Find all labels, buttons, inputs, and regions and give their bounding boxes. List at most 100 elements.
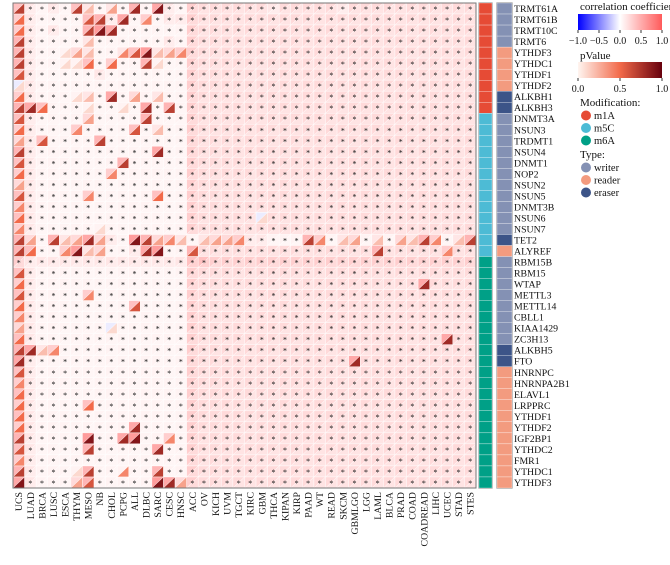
- heatmap-cell: *: [394, 289, 408, 302]
- heatmap-cell: *: [197, 333, 211, 346]
- significance-mark: *: [318, 159, 322, 168]
- significance-mark: *: [75, 314, 79, 323]
- significance-mark: *: [190, 181, 194, 190]
- significance-mark: *: [109, 104, 113, 113]
- significance-mark: *: [306, 71, 310, 80]
- significance-mark: *: [40, 5, 44, 14]
- heatmap-cell: *: [394, 112, 408, 125]
- heatmap-cell: [12, 300, 26, 313]
- heatmap-cell: *: [382, 178, 396, 191]
- significance-mark: *: [329, 270, 333, 279]
- significance-mark: *: [410, 38, 414, 47]
- significance-mark: *: [144, 314, 148, 323]
- significance-mark: *: [283, 303, 287, 312]
- significance-mark: *: [167, 82, 171, 91]
- heatmap-cell: *: [209, 2, 222, 15]
- significance-mark: *: [457, 259, 461, 268]
- significance-mark: *: [190, 225, 194, 234]
- significance-mark: *: [271, 93, 275, 102]
- heatmap-cell: *: [440, 189, 454, 202]
- significance-mark: *: [271, 214, 275, 223]
- heatmap-cell: *: [128, 322, 141, 335]
- heatmap-cell: [12, 112, 26, 125]
- significance-mark: *: [445, 214, 449, 223]
- heatmap-cell: [128, 234, 141, 246]
- heatmap-cell: [12, 222, 26, 235]
- heatmap-cell: [186, 245, 199, 257]
- heatmap-cell: *: [162, 90, 176, 103]
- heatmap-cell: [12, 2, 26, 15]
- heatmap-cell: *: [243, 344, 257, 357]
- significance-mark: *: [179, 5, 183, 14]
- heatmap-cell: *: [24, 355, 37, 368]
- significance-mark: *: [283, 137, 287, 146]
- significance-mark: *: [260, 170, 264, 179]
- heatmap-cell: *: [452, 101, 465, 114]
- significance-mark: *: [352, 214, 356, 223]
- heatmap-cell: *: [452, 46, 465, 59]
- heatmap-cell: *: [243, 46, 257, 59]
- heatmap-cell: *: [290, 123, 303, 136]
- heatmap-cell: *: [47, 322, 60, 335]
- heatmap-cell: *: [336, 156, 350, 169]
- significance-mark: *: [387, 126, 391, 135]
- heatmap-cell: *: [371, 200, 384, 213]
- significance-mark: *: [364, 236, 368, 245]
- heatmap-cell: *: [394, 222, 408, 235]
- heatmap-cell: *: [162, 344, 176, 357]
- heatmap-cell: *: [278, 2, 292, 15]
- heatmap-cell: *: [139, 123, 153, 136]
- heatmap-cell: *: [301, 311, 315, 324]
- significance-mark: *: [179, 181, 183, 190]
- significance-mark: *: [329, 347, 333, 356]
- heatmap-cell: *: [197, 289, 211, 302]
- heatmap-cell: *: [301, 13, 315, 26]
- heatmap-cell: *: [371, 322, 384, 335]
- significance-mark: *: [329, 82, 333, 91]
- significance-mark: *: [121, 38, 125, 47]
- heatmap-cell: [12, 167, 26, 180]
- heatmap-cell: *: [232, 245, 246, 257]
- significance-mark: *: [306, 148, 310, 157]
- significance-mark: *: [75, 16, 79, 25]
- heatmap-cell: *: [429, 300, 442, 313]
- significance-mark: *: [387, 270, 391, 279]
- significance-mark: *: [133, 203, 137, 212]
- heatmap-cell: *: [382, 68, 396, 81]
- heatmap-cell: *: [325, 222, 338, 235]
- heatmap-cell: *: [93, 123, 107, 136]
- heatmap-cell: *: [313, 278, 327, 291]
- significance-mark: *: [457, 60, 461, 69]
- significance-mark: *: [52, 82, 56, 91]
- significance-mark: *: [457, 325, 461, 334]
- heatmap-cell: [174, 234, 188, 246]
- significance-mark: *: [445, 270, 449, 279]
- significance-mark: *: [98, 336, 102, 345]
- significance-mark: *: [28, 170, 32, 179]
- heatmap-cell: *: [440, 123, 454, 136]
- heatmap-cell: *: [151, 200, 164, 213]
- significance-mark: *: [248, 159, 252, 168]
- heatmap-cell: *: [128, 156, 141, 169]
- heatmap-cell: *: [47, 222, 60, 235]
- heatmap-cell: *: [382, 24, 396, 37]
- heatmap-cell: *: [313, 289, 327, 302]
- heatmap-cell: *: [81, 311, 95, 324]
- heatmap-cell: *: [440, 256, 454, 269]
- heatmap-cell: *: [348, 112, 361, 125]
- significance-mark: *: [109, 38, 113, 47]
- significance-mark: *: [144, 71, 148, 80]
- significance-mark: *: [295, 49, 299, 58]
- heatmap-cell: *: [267, 101, 280, 114]
- heatmap-cell: *: [290, 311, 303, 324]
- heatmap-cell: *: [139, 311, 153, 324]
- significance-mark: *: [433, 5, 437, 14]
- heatmap-cell: *: [278, 156, 292, 169]
- heatmap-cell: *: [162, 267, 176, 280]
- significance-mark: *: [144, 259, 148, 268]
- significance-mark: *: [468, 325, 472, 334]
- significance-mark: *: [376, 104, 380, 113]
- heatmap-cell: *: [47, 267, 60, 280]
- significance-mark: *: [457, 270, 461, 279]
- heatmap-cell: *: [116, 145, 130, 158]
